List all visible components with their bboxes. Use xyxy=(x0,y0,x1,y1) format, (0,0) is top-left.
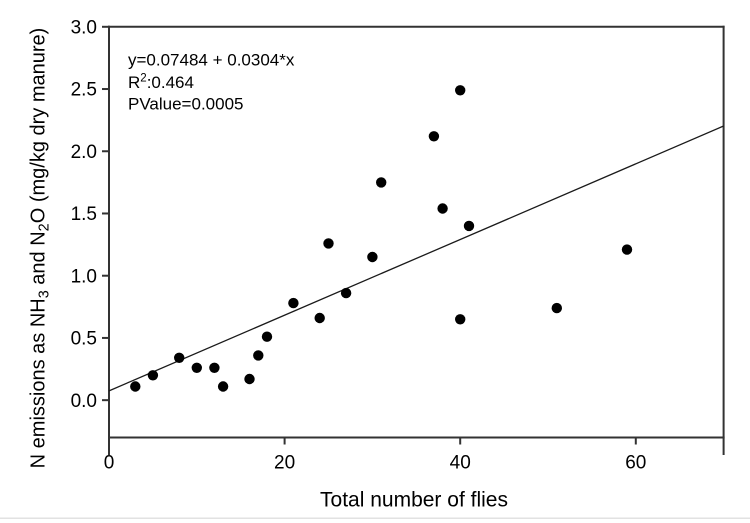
scatter-point xyxy=(209,362,220,373)
scatter-point xyxy=(130,381,141,392)
x-tick-label: 60 xyxy=(625,453,646,474)
x-tick-label: 0 xyxy=(104,453,115,474)
data-points xyxy=(130,85,633,392)
tick-labels: 0 20 40 60 0.0 0.5 1.0 1.5 2.0 2.5 3.0 xyxy=(71,17,647,473)
y-tick-label: 1.5 xyxy=(71,204,97,225)
annotation: y=0.07484 + 0.0304*x R2:0.464 PValue=0.000… xyxy=(128,51,295,114)
scatter-point xyxy=(428,131,440,142)
x-tick-label: 20 xyxy=(274,453,295,474)
scatter-point xyxy=(455,85,466,96)
scatter-point xyxy=(551,302,562,314)
x-axis-title: Total number of flies xyxy=(320,489,508,512)
scatter-point xyxy=(367,251,378,263)
scatter-point xyxy=(437,203,448,214)
scatter-point xyxy=(244,373,255,385)
y-tick-label: 3.0 xyxy=(71,17,97,38)
scatter-point xyxy=(455,314,466,325)
axis-titles: Total number of flies N emissions as NH3 … xyxy=(28,28,508,512)
scatter-point xyxy=(147,370,159,381)
annotation-line-1: y=0.07484 + 0.0304*x xyxy=(128,51,295,70)
y-tick-label: 2.0 xyxy=(71,142,97,163)
scatter-point xyxy=(261,331,273,342)
scatter-point xyxy=(621,244,633,255)
scatter-point xyxy=(288,297,299,309)
y-axis-title: N emissions as NH3 and N2O (mg/kg dry ma… xyxy=(28,28,53,469)
scatter-point xyxy=(323,238,334,249)
plot-frame xyxy=(108,25,725,455)
y-tick-label: 1.0 xyxy=(71,266,97,287)
scatter-point xyxy=(253,350,264,361)
regression-line xyxy=(108,125,724,392)
y-tick-label: 2.5 xyxy=(71,80,97,101)
scatter-point xyxy=(191,362,202,373)
y-tick-label: 0.0 xyxy=(71,391,97,412)
scatter-point xyxy=(174,352,185,363)
annotation-line-2: R2:0.464 xyxy=(128,73,194,93)
y-tick-label: 0.5 xyxy=(71,329,97,350)
scatter-point xyxy=(376,177,387,188)
regression-line-group xyxy=(108,125,724,392)
scatter-point xyxy=(217,381,229,392)
scatter-point xyxy=(340,287,352,299)
axis-ticks xyxy=(102,25,637,445)
x-tick-label: 40 xyxy=(450,453,471,474)
scatter-point xyxy=(463,220,475,232)
scatter-point xyxy=(314,312,325,324)
annotation-line-3: PValue=0.0005 xyxy=(128,95,243,114)
